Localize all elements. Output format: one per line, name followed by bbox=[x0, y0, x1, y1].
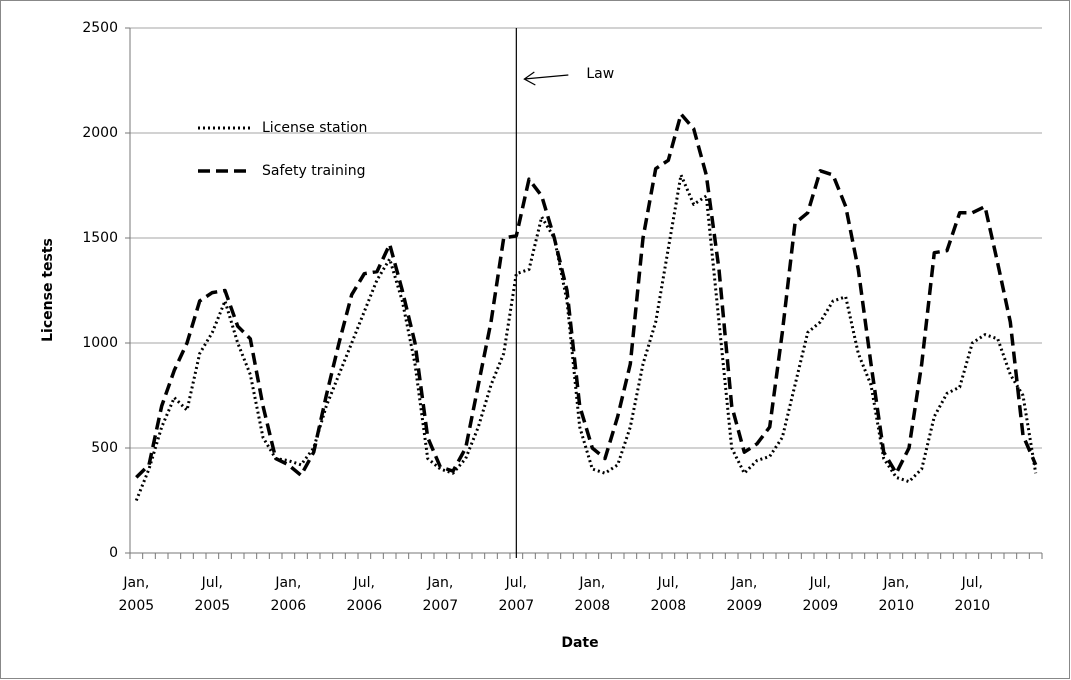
y-tick-label: 1000 bbox=[82, 335, 118, 351]
x-tick-label: Jul, 2006 bbox=[347, 575, 383, 614]
x-axis-label: Date bbox=[561, 635, 598, 651]
x-tick-label: Jan, 2010 bbox=[879, 575, 915, 614]
x-tick-label: Jul, 2008 bbox=[651, 575, 687, 614]
series-line bbox=[134, 173, 1038, 502]
legend-label: License station bbox=[262, 120, 367, 136]
y-tick-label: 500 bbox=[91, 440, 118, 456]
y-axis-label: License tests bbox=[40, 238, 56, 342]
legend-label: Safety training bbox=[262, 163, 365, 179]
x-tick-label: Jan, 2008 bbox=[575, 575, 611, 614]
x-tick-label: Jul, 2009 bbox=[803, 575, 839, 614]
x-tick-label: Jan, 2005 bbox=[119, 575, 155, 614]
y-tick-label: 0 bbox=[109, 545, 118, 561]
x-tick-label: Jul, 2005 bbox=[195, 575, 231, 614]
annotation-text: Law bbox=[586, 66, 614, 82]
x-tick-label: Jan, 2006 bbox=[271, 575, 307, 614]
x-tick-label: Jan, 2007 bbox=[423, 575, 459, 614]
y-tick-label: 1500 bbox=[82, 230, 118, 246]
x-tick-label: Jan, 2009 bbox=[727, 575, 763, 614]
x-tick-label: Jul, 2007 bbox=[499, 575, 535, 614]
y-tick-label: 2000 bbox=[82, 125, 118, 141]
y-tick-label: 2500 bbox=[82, 20, 118, 36]
x-tick-label: Jul, 2010 bbox=[955, 575, 991, 614]
annotation-arrow bbox=[523, 71, 569, 86]
series-line bbox=[135, 112, 1038, 479]
